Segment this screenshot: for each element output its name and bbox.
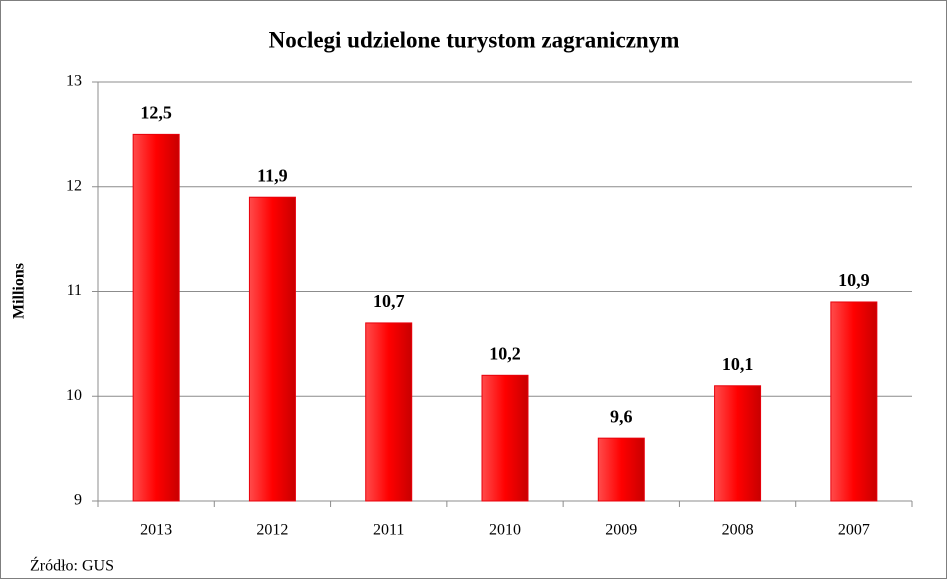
- value-label: 12,5: [140, 103, 172, 123]
- x-tick-label: 2008: [722, 522, 754, 539]
- bar: [365, 322, 413, 502]
- bar: [132, 133, 180, 502]
- chart-title: Noclegi udzielone turystom zagranicznym: [269, 27, 680, 52]
- bar: [597, 437, 645, 502]
- bar: [714, 385, 762, 502]
- y-tick-label: 10: [66, 387, 82, 404]
- source-note: Źródło: GUS: [30, 556, 114, 575]
- y-tick-label: 13: [66, 73, 82, 90]
- value-label: 10,7: [373, 291, 405, 311]
- bar: [248, 196, 296, 502]
- value-label: 11,9: [257, 165, 288, 185]
- value-label: 10,2: [489, 343, 521, 363]
- y-tick-label: 12: [66, 177, 82, 194]
- value-label: 10,9: [838, 270, 870, 290]
- x-tick-label: 2013: [140, 522, 172, 539]
- y-tick-label: 9: [74, 492, 82, 509]
- x-tick-label: 2007: [838, 522, 870, 539]
- x-tick-label: 2009: [605, 522, 637, 539]
- value-label: 9,6: [610, 406, 633, 426]
- x-tick-label: 2012: [256, 522, 288, 539]
- x-tick-label: 2011: [373, 522, 404, 539]
- y-tick-label: 11: [67, 282, 82, 299]
- value-label: 10,1: [722, 354, 754, 374]
- bar: [830, 301, 878, 502]
- x-tick-label: 2010: [489, 522, 521, 539]
- bar: [481, 374, 529, 502]
- y-axis-label: Millions: [11, 263, 28, 319]
